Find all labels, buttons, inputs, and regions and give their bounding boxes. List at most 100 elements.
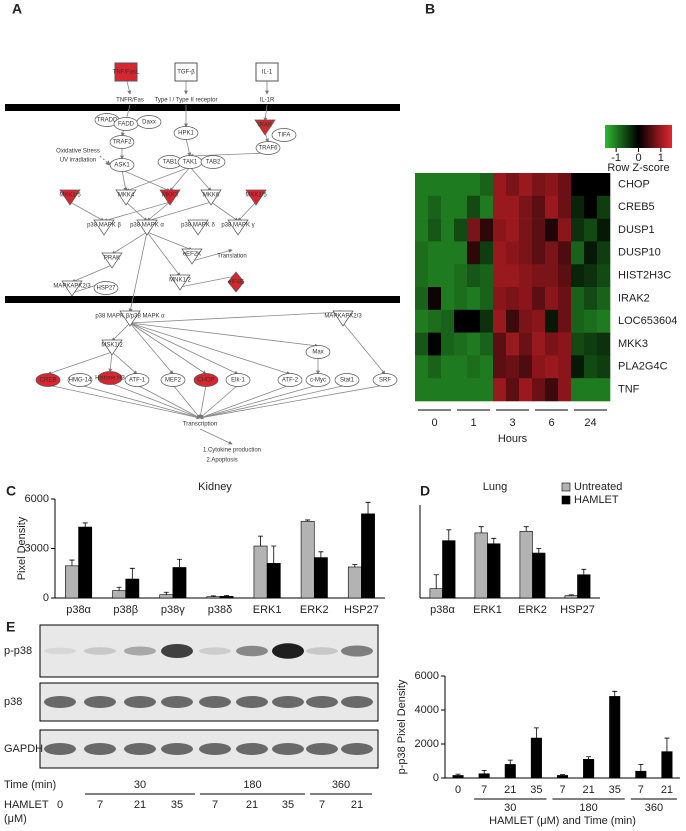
- heatmap-cell: [467, 241, 481, 265]
- node-label: eIF4E: [228, 280, 244, 286]
- heatmap-cell: [454, 309, 468, 333]
- heatmap-cell: [597, 355, 611, 379]
- node-label: TAK1: [183, 160, 198, 166]
- colorbar-title: Row Z-score: [607, 162, 669, 174]
- heatmap-cell: [558, 332, 572, 356]
- heatmap-cell: [545, 264, 559, 288]
- bar: [159, 594, 174, 599]
- node-label: FADD: [118, 122, 135, 128]
- blot-band: [341, 645, 373, 657]
- x-axis-title: HAMLET (μM) and Time (min): [489, 815, 636, 827]
- bar: [532, 552, 546, 599]
- error-bar: [69, 559, 75, 566]
- node-label: MKK3: [162, 193, 179, 199]
- heatmap-cell: [571, 264, 585, 288]
- pathway-edge: [108, 351, 113, 373]
- node-label: p38 MAPK δ: [181, 223, 215, 229]
- bar: [519, 531, 533, 599]
- row-label: DUSP1: [618, 224, 655, 236]
- heatmap-cell: [467, 264, 481, 288]
- bar: [429, 588, 443, 599]
- node-label: HMG-14: [69, 378, 92, 384]
- blot-band: [124, 743, 156, 755]
- x-tick-label: ERK1: [253, 604, 282, 616]
- heatmap-cell: [532, 218, 546, 242]
- row-label: TNF: [618, 384, 640, 396]
- y-axis-title: Pixel Density: [16, 516, 28, 580]
- dose-unit: (μM): [4, 813, 27, 825]
- pathway-edge: [47, 351, 113, 375]
- heatmap-cell: [584, 218, 598, 242]
- heatmap-cell: [519, 218, 533, 242]
- row-label: LOC653604: [618, 315, 677, 327]
- node-label: ATF-2: [282, 378, 299, 384]
- heatmap-cell: [441, 218, 455, 242]
- node-shape: [227, 219, 249, 236]
- node-shape: [35, 373, 61, 387]
- heatmap-cell: [532, 378, 546, 402]
- colorbar-tick-label: 0: [635, 152, 641, 164]
- x-tick-label: p38δ: [208, 604, 232, 616]
- blot-band: [236, 743, 268, 755]
- bar: [313, 557, 328, 599]
- blot-band: [341, 696, 373, 708]
- blot-band: [161, 644, 193, 658]
- heatmap-cell: [584, 355, 598, 379]
- node-label: Translation: [217, 254, 246, 260]
- heatmap-cell: [532, 173, 546, 197]
- error-bar: [568, 594, 574, 596]
- heatmap-cell: [428, 195, 442, 219]
- heatmap-cell: [480, 378, 494, 402]
- heatmap-cell: [597, 287, 611, 311]
- error-bar: [478, 526, 484, 533]
- pathway-edge: [199, 384, 291, 419]
- pathway-edge: [237, 201, 257, 222]
- membrane: [5, 104, 400, 111]
- heatmap-cell: [454, 332, 468, 356]
- legend-swatch: [561, 482, 571, 492]
- heatmap-cell: [467, 309, 481, 333]
- row-label: IRAK2: [618, 292, 650, 304]
- heatmap-cell: [441, 173, 455, 197]
- blot-band: [306, 743, 338, 755]
- heatmap-cell: [480, 287, 494, 311]
- heatmap-cell: [558, 218, 572, 242]
- bar: [112, 590, 127, 599]
- heatmap-cell: [597, 378, 611, 402]
- bar: [361, 513, 375, 599]
- x-tick-label: 21: [504, 784, 516, 796]
- blot-band: [272, 643, 304, 659]
- x-tick-label: ERK2: [300, 604, 329, 616]
- dose-label: HAMLET: [4, 799, 49, 811]
- heatmap-cell: [506, 195, 520, 219]
- heatmap-cell: [571, 309, 585, 333]
- node-label: TRAF2: [112, 140, 132, 146]
- node-label: Histone H3: [95, 376, 125, 382]
- time-label: Time (min): [4, 779, 56, 791]
- node-shape: [200, 155, 226, 169]
- node-label: p38 MAPK β/p38 MAPK α: [95, 314, 165, 320]
- error-bar: [433, 574, 439, 589]
- pathway-edge: [199, 384, 386, 420]
- pathway-edge: [263, 104, 268, 122]
- node-label: 1.Cytokine production: [203, 448, 261, 454]
- heatmap-cell: [467, 287, 481, 311]
- pathway-edge: [125, 166, 191, 192]
- error-bar: [258, 535, 264, 547]
- heatmap-cell: [519, 264, 533, 288]
- node-shape: [97, 371, 123, 385]
- heatmap-cell: [597, 195, 611, 219]
- heatmap-cell: [493, 241, 507, 265]
- heatmap-cell: [584, 173, 598, 197]
- bar: [347, 566, 362, 599]
- x-tick-label: 35: [609, 784, 621, 796]
- node-shape: [305, 373, 331, 387]
- node-label: Type I / Type II receptor: [155, 98, 218, 104]
- node-shape: [59, 189, 81, 206]
- error-bar: [116, 586, 122, 591]
- node-label: TAB1: [163, 160, 178, 166]
- node-shape: [101, 339, 123, 356]
- heatmap-cell: [506, 309, 520, 333]
- error-bar: [536, 548, 542, 554]
- bar: [78, 526, 93, 599]
